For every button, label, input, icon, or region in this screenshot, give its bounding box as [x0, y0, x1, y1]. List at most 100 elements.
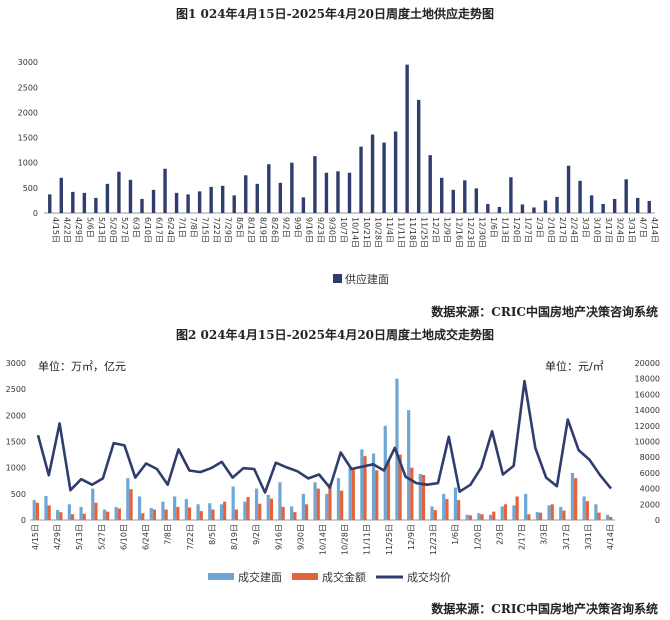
chart1-x-tick: 7/8日: [189, 217, 198, 238]
chart1-y-tick: 1000: [18, 159, 38, 168]
chart2-bar-area: [243, 501, 247, 520]
chart2-y-tick-right: 16000: [635, 390, 660, 399]
chart2-bar-amount: [223, 501, 227, 520]
chart1-x-tick: 3/24日: [616, 217, 625, 243]
chart1-bar: [532, 207, 536, 213]
chart2-y-tick-left: 0: [21, 516, 26, 525]
chart2-bar-area: [453, 487, 458, 520]
chart2-x-tick: 12/9日: [407, 524, 416, 550]
chart1-bar: [59, 177, 63, 213]
chart2-x-tick: 4/29日: [53, 524, 62, 550]
chart2-x-tick: 11/11日: [363, 524, 372, 555]
chart1-x-tick: 2/10日: [546, 217, 555, 243]
chart1-bar: [624, 179, 628, 213]
chart2-bar-amount: [269, 498, 274, 520]
chart2-bar-area: [395, 378, 399, 520]
chart1-y-tick: 2500: [18, 83, 38, 92]
chart1-x-tick: 11/11日: [397, 217, 406, 248]
chart2-bar-amount: [94, 502, 98, 520]
chart1-y-tick: 0: [33, 209, 38, 218]
chart2-x-tick: 1/20日: [473, 524, 482, 550]
chart2-y-tick-left: 1000: [6, 464, 26, 473]
chart1-x-tick: 9/2日: [281, 217, 290, 238]
chart1-bar: [117, 171, 121, 213]
chart1-x-tick: 7/1日: [178, 217, 187, 238]
chart2-bar-area: [91, 488, 95, 520]
chart1-x-tick: 8/5日: [235, 217, 244, 238]
chart1-bar: [636, 197, 640, 213]
chart2-bar-area: [266, 494, 270, 520]
chart2-y-tick-left: 2000: [6, 411, 26, 420]
chart2-bar-area: [56, 510, 60, 520]
chart1-bar: [278, 182, 283, 213]
chart2-bar-area: [348, 467, 352, 520]
chart2-bar-amount: [141, 513, 145, 520]
chart1-y-tick: 2000: [18, 108, 38, 117]
chart1-x-tick: 10/28日: [374, 217, 383, 248]
chart1-x-tick: 12/30日: [477, 217, 486, 248]
chart2-bar-amount: [527, 514, 531, 520]
chart1-bar: [267, 164, 271, 213]
chart1-bar: [128, 179, 133, 213]
chart2-bar-area: [231, 486, 235, 520]
chart2-bar-amount: [410, 467, 414, 520]
chart1-x-tick: 6/3日: [131, 217, 140, 238]
chart2-bar-amount: [304, 504, 309, 520]
chart1-x-tick: 12/9日: [443, 217, 452, 243]
chart2-bar-amount: [246, 496, 250, 520]
chart1-x-tick: 11/18日: [408, 217, 417, 248]
chart1-bar: [324, 172, 329, 213]
chart2-bar-amount: [574, 478, 578, 520]
chart1-bar: [140, 198, 144, 213]
chart1-x-tick: 6/10日: [143, 217, 152, 243]
chart1-legend-label: 供应建面: [345, 272, 389, 286]
chart2-bar-area: [184, 499, 188, 520]
chart2-x-tick: 5/27日: [97, 524, 106, 550]
chart2-bar-area: [219, 504, 224, 520]
chart2-bar-amount: [351, 469, 355, 520]
chart1-bar: [474, 188, 479, 213]
chart2-bar-amount: [597, 512, 601, 520]
chart1-bar: [497, 206, 502, 213]
chart1-bar: [301, 197, 306, 213]
chart1-bar: [151, 189, 156, 213]
chart1-x-tick: 4/22日: [62, 217, 71, 243]
chart2-y-tick-left: 2500: [6, 385, 26, 394]
chart2-bar-area: [418, 473, 422, 520]
chart2-x-tick: 9/16日: [274, 524, 283, 550]
chart1-bar: [82, 192, 87, 213]
chart2-x-tick: 10/28日: [341, 524, 350, 555]
chart2-bar-area: [336, 478, 341, 520]
chart2-unit-right: 单位：元/㎡: [545, 360, 604, 373]
chart2-x-tick: 7/22日: [186, 524, 195, 550]
chart1-bar: [336, 171, 340, 213]
chart2-bar-amount: [211, 509, 215, 520]
chart2-bar-amount: [117, 508, 121, 520]
chart1-x-tick: 8/26日: [270, 217, 279, 243]
chart2-bar-area: [559, 506, 563, 520]
chart1-x-tick: 5/27日: [120, 217, 129, 243]
chart1-bar: [647, 200, 651, 213]
chart1-x-tick: 7/22日: [212, 217, 221, 243]
chart1-bar: [463, 180, 467, 213]
chart2-bar-area: [465, 514, 469, 520]
chart2-bar-amount: [47, 505, 51, 520]
chart2-bar-amount: [187, 507, 192, 520]
chart1-x-tick: 4/14日: [650, 217, 659, 243]
chart2-bar-area: [407, 410, 411, 520]
chart1-bar: [255, 183, 259, 213]
chart1-x-tick: 5/6日: [85, 217, 94, 238]
chart1-x-tick: 3/31日: [627, 217, 636, 243]
chart1-x-tick: 3/17日: [604, 217, 613, 243]
chart2-bar-amount: [468, 515, 472, 520]
chart2-bar-amount: [129, 489, 133, 520]
chart1-y-tick: 3000: [18, 58, 38, 67]
chart1-bar: [566, 165, 571, 213]
chart2-bar-amount: [199, 511, 203, 520]
chart2-y-tick-left: 3000: [6, 359, 26, 368]
chart1-x-tick: 1/13日: [500, 217, 509, 243]
chart2-y-tick-right: 4000: [640, 485, 660, 494]
chart2-legend-swatch-area: [208, 573, 234, 580]
chart1-bar: [290, 162, 294, 213]
chart2-bar-amount: [59, 512, 63, 520]
